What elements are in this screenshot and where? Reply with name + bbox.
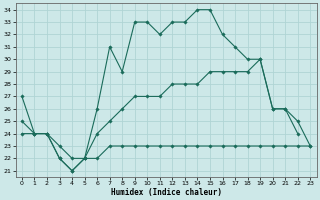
X-axis label: Humidex (Indice chaleur): Humidex (Indice chaleur) (111, 188, 221, 197)
